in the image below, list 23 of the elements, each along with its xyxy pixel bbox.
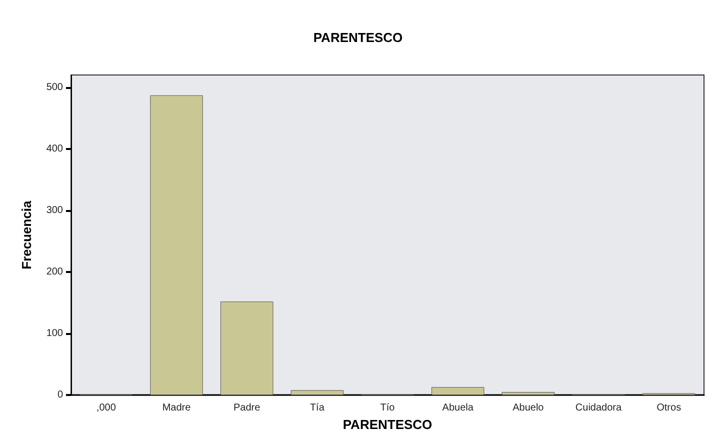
x-tick-label: Abuelo (512, 402, 544, 414)
y-tick-label: 500 (46, 82, 64, 93)
bar (290, 390, 344, 396)
y-axis-title: Frecuencia (19, 200, 34, 270)
x-tick-label: Madre (162, 402, 192, 414)
bar (502, 392, 555, 396)
x-tick-label: Padre (233, 402, 261, 414)
x-tick-label: Otros (656, 402, 682, 414)
x-axis-title: PARENTESCO (342, 417, 432, 432)
y-tick-label: 300 (46, 204, 64, 216)
y-tick-label: 200 (46, 266, 64, 278)
chart-title: PARENTESCO (313, 30, 403, 45)
x-tick-label: ,000 (96, 402, 116, 414)
y-tick-label: 400 (46, 143, 64, 154)
bar (150, 95, 203, 396)
bar (431, 387, 484, 396)
x-tick-label: Cuidadora (575, 402, 622, 414)
x-tick-label: Tía (310, 402, 325, 414)
bar (220, 302, 274, 396)
x-tick-label: Abuela (442, 402, 474, 414)
y-tick-label: 100 (46, 328, 64, 340)
y-tick-label: 0 (57, 390, 64, 401)
x-tick-label: Tío (380, 402, 396, 414)
